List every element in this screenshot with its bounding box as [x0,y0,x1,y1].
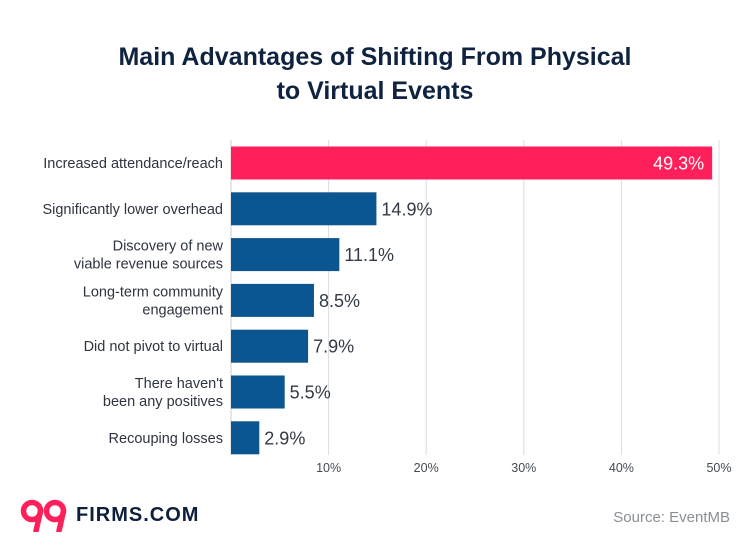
bar [231,329,309,363]
x-tick-label: 20% [414,461,439,475]
brand-logo: FIRMS.COM [20,497,199,533]
x-tick-label: 40% [609,461,634,475]
x-tick-label: 50% [706,461,731,475]
data-label: 8.5% [319,291,360,311]
data-label: 11.1% [344,245,394,265]
category-label: Long-term community [83,284,224,300]
category-label: Did not pivot to virtual [84,339,223,355]
bar [231,375,285,409]
data-label: 7.9% [313,337,354,357]
category-label: Discovery of new [113,239,224,255]
x-tick-label: 10% [316,461,341,475]
data-label: 14.9% [381,199,432,219]
category-label: Recouping losses [109,431,223,447]
chart-title-line-1: Main Advantages of Shifting From Physica… [118,43,632,71]
category-label: There haven't [135,376,223,392]
category-label: Increased attendance/reach [43,156,223,172]
category-label: Significantly lower overhead [42,202,223,218]
logo-text: FIRMS.COM [76,503,200,526]
chart-title-line-2: to Virtual Events [276,77,474,105]
chart-title: Main Advantages of Shifting From Physica… [0,40,750,108]
category-label: viable revenue sources [74,257,223,273]
data-label: 49.3% [653,154,704,174]
bar [231,192,377,226]
source-note: Source: EventMB [613,509,730,526]
bar [231,238,340,272]
logo-99-icon [20,499,67,532]
category-label: engagement [142,302,223,318]
bar [231,283,314,317]
data-label: 2.9% [264,428,305,448]
bar [231,146,713,180]
data-label: 5.5% [290,383,331,403]
bar [231,421,260,455]
x-tick-label: 30% [511,461,536,475]
category-label: been any positives [103,394,223,410]
